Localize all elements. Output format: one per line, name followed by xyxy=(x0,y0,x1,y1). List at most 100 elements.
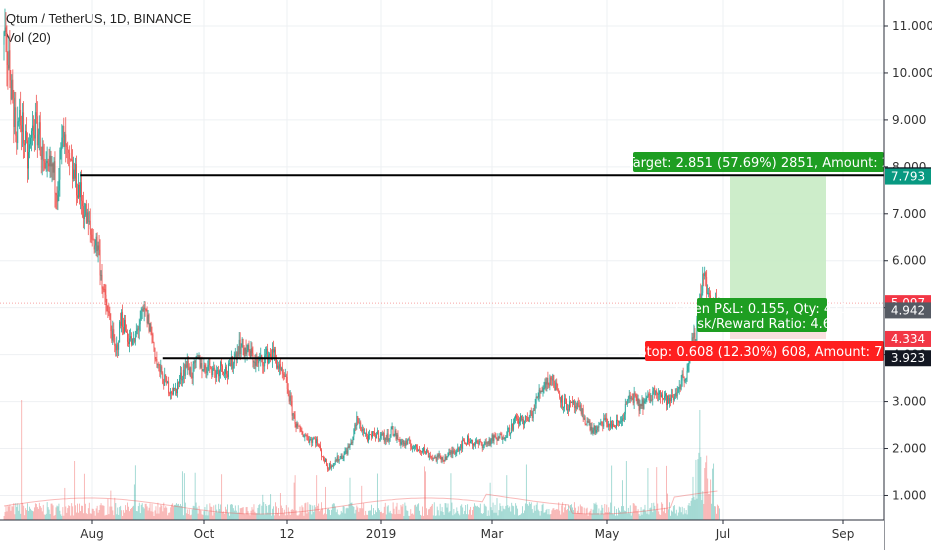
candle-body xyxy=(685,378,687,381)
candle-body xyxy=(302,434,304,437)
candle-body xyxy=(667,395,669,404)
volume-bar xyxy=(92,508,94,520)
volume-bar xyxy=(280,505,282,520)
volume-bar xyxy=(484,505,486,520)
volume-bar xyxy=(82,513,84,520)
volume-bar xyxy=(146,506,148,520)
volume-bar xyxy=(508,507,510,520)
volume-bar xyxy=(345,508,347,520)
candle-body xyxy=(380,433,382,436)
candle-body xyxy=(538,389,540,397)
volume-bar xyxy=(574,507,576,520)
candle-body xyxy=(391,426,393,430)
candle-body xyxy=(422,447,424,452)
volume-bar xyxy=(167,515,169,520)
volume-bar xyxy=(294,475,296,520)
candle-body xyxy=(439,454,441,456)
volume-bar xyxy=(160,504,162,520)
volume-bar xyxy=(108,514,110,520)
candle-body xyxy=(216,370,218,378)
volume-bar xyxy=(54,514,56,520)
volume-bar xyxy=(186,509,188,520)
candle-body xyxy=(294,414,296,425)
candle-body xyxy=(675,393,677,397)
price-tick-label: 3.000 xyxy=(892,395,926,409)
volume-bar xyxy=(170,507,172,520)
candle-body xyxy=(88,220,90,222)
candle-body xyxy=(314,438,316,440)
volume-bar xyxy=(632,503,634,520)
volume-bar xyxy=(127,502,128,520)
volume-bar xyxy=(631,512,633,520)
volume-bar xyxy=(376,512,377,520)
candle-body xyxy=(395,430,397,440)
volume-bar xyxy=(341,512,343,520)
volume-bar xyxy=(568,505,569,520)
volume-bar xyxy=(268,505,270,520)
volume-bar xyxy=(27,503,29,520)
price-tag: 4.334 xyxy=(885,330,931,347)
volume-bar xyxy=(404,502,406,520)
volume-bar xyxy=(685,510,687,520)
volume-bar xyxy=(530,502,532,520)
candle-body xyxy=(20,109,22,126)
candle-body xyxy=(79,182,81,198)
candle-body xyxy=(150,323,152,335)
volume-bar xyxy=(314,505,316,520)
candle-body xyxy=(460,444,462,448)
volume-bar xyxy=(555,509,557,520)
candle-body xyxy=(269,353,271,356)
volume-bar xyxy=(216,509,218,520)
candle-body xyxy=(422,451,423,452)
candle-body xyxy=(293,413,295,415)
volume-bar xyxy=(232,508,234,520)
volume-bar xyxy=(6,511,8,520)
candle-body xyxy=(515,415,517,419)
candle-body xyxy=(299,426,301,431)
candle-body xyxy=(179,372,181,380)
candle-body xyxy=(580,405,582,414)
volume-bar xyxy=(28,510,29,520)
volume-bar xyxy=(245,507,247,520)
volume-bar xyxy=(653,502,655,520)
candle-body xyxy=(379,435,381,439)
volume-bar xyxy=(171,504,173,520)
candle-body xyxy=(487,442,489,444)
candle-body xyxy=(489,439,491,445)
volume-bar xyxy=(240,508,242,520)
candle-body xyxy=(34,112,36,139)
volume-bar xyxy=(585,508,587,520)
candle-body xyxy=(669,398,671,401)
volume-bar xyxy=(690,500,692,520)
candle-body xyxy=(43,159,45,162)
candle-body xyxy=(459,447,461,452)
volume-bar xyxy=(69,506,71,520)
volume-bar xyxy=(541,504,543,520)
candle-body xyxy=(182,369,184,380)
volume-bar xyxy=(83,473,85,520)
volume-bar xyxy=(504,509,506,520)
volume-bar xyxy=(30,508,31,520)
candle-body xyxy=(73,169,75,179)
candle-body xyxy=(29,144,30,153)
candle-body xyxy=(231,356,233,369)
volume-bar xyxy=(113,515,115,520)
volume-bar xyxy=(669,502,670,520)
volume-bar xyxy=(563,512,565,520)
volume-bar xyxy=(479,503,481,520)
candle-body xyxy=(99,249,101,276)
volume-bar xyxy=(96,505,98,520)
candle-body xyxy=(339,456,341,460)
candle-body xyxy=(85,204,87,224)
volume-bar xyxy=(411,513,413,520)
candle-body xyxy=(467,436,468,445)
candle-body xyxy=(148,314,150,332)
candle-body xyxy=(222,365,223,372)
volume-bar xyxy=(71,503,73,520)
candle-body xyxy=(534,403,536,411)
volume-bar xyxy=(449,511,451,520)
candle-body xyxy=(217,370,219,372)
candle-body xyxy=(243,348,245,356)
volume-bar xyxy=(468,514,470,520)
